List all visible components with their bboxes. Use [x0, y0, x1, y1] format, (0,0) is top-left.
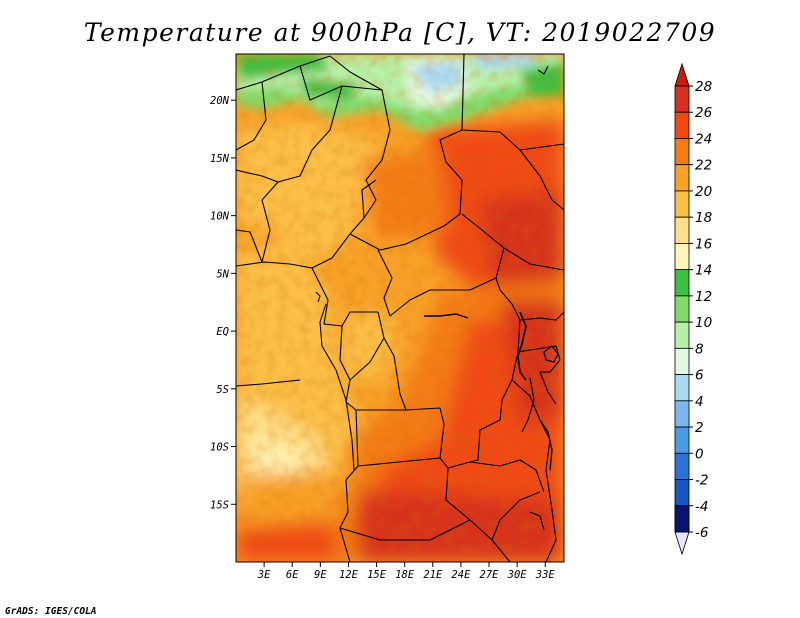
- colorbar-label: 6: [695, 368, 704, 384]
- colorbar-label: 18: [695, 210, 712, 226]
- lon-tick-label: 18E: [395, 569, 415, 581]
- lat-tick-label: EQ: [216, 326, 229, 338]
- temperature-field: [236, 54, 564, 562]
- colorbar-swatch: [674, 479, 690, 507]
- colorbar-swatch: [674, 374, 690, 402]
- lon-tick-label: 6E: [286, 569, 299, 581]
- colorbar-swatch: [674, 321, 690, 349]
- colorbar-swatch: [674, 295, 690, 323]
- colorbar-label: 16: [695, 236, 712, 252]
- lon-tick-label: 33E: [535, 569, 556, 581]
- colorbar-label: -6: [695, 525, 708, 541]
- lon-tick-label: 12E: [339, 569, 359, 581]
- lon-tick-label: 21E: [423, 569, 443, 581]
- colorbar-swatch: [674, 85, 690, 113]
- colorbar-swatch: [674, 269, 690, 297]
- colorbar-label: 2: [695, 420, 704, 436]
- colorbar-swatch: [674, 216, 690, 244]
- lon-tick-label: 24E: [451, 569, 471, 581]
- lat-tick-label: 15N: [210, 153, 230, 165]
- lat-tick-label: 5S: [216, 384, 229, 396]
- colorbar-label: -2: [695, 473, 708, 489]
- colorbar-label: 24: [695, 131, 712, 147]
- lon-tick-label: 15E: [367, 569, 387, 581]
- map-axes: 3E 6E 9E 12E 15E 18E 21E 24E 27E 30E 33E 20N 15N 10N 5…: [210, 95, 555, 581]
- lon-tick-label: 3E: [257, 569, 271, 581]
- lon-tick-label: 30E: [507, 569, 528, 581]
- colorbar-swatch: [674, 400, 690, 428]
- country-borders: [236, 54, 564, 562]
- colorbar-label: 28: [695, 79, 712, 95]
- lat-tick-label: 5N: [216, 268, 229, 280]
- chart-title: Temperature at 900hPa [C], VT: 201902270…: [84, 18, 716, 47]
- colorbar-label: 10: [695, 315, 712, 331]
- colorbar-label: 20: [695, 184, 712, 200]
- grads-credit: GrADS: IGES/COLA: [5, 606, 97, 617]
- colorbar-swatch: [674, 347, 690, 375]
- lat-tick-label: 15S: [210, 499, 229, 511]
- colorbar-label: 4: [695, 394, 704, 410]
- colorbar-swatch: [674, 505, 690, 533]
- colorbar-swatch: [674, 452, 690, 480]
- lon-tick-label: 9E: [314, 569, 327, 581]
- colorbar-swatch: [674, 164, 690, 192]
- colorbar-label: 0: [695, 446, 704, 462]
- colorbar-swatch: [674, 243, 690, 271]
- lat-tick-label: 10S: [210, 442, 229, 454]
- colorbar-top-cap: [674, 62, 690, 87]
- lat-tick-label: 10N: [210, 211, 230, 223]
- colorbar-label: -4: [695, 499, 708, 515]
- colorbar-label: 22: [695, 158, 712, 174]
- map-frame: [235, 53, 565, 563]
- lat-tick-label: 20N: [210, 95, 230, 107]
- colorbar-bottom-cap: [674, 531, 690, 556]
- colorbar-swatch: [674, 138, 690, 166]
- colorbar-swatch: [674, 190, 690, 218]
- map-panel: 3E 6E 9E 12E 15E 18E 21E 24E 27E 30E 33E 20N 15N 10N 5…: [210, 53, 565, 581]
- colorbar-label: 26: [695, 105, 712, 121]
- colorbar-label: 8: [695, 341, 704, 357]
- colorbar-swatch: [674, 426, 690, 454]
- lon-tick-label: 27E: [480, 569, 500, 581]
- colorbar-label: 12: [695, 289, 712, 305]
- colorbar-swatch: [674, 111, 690, 139]
- colorbar-label: 14: [695, 263, 712, 279]
